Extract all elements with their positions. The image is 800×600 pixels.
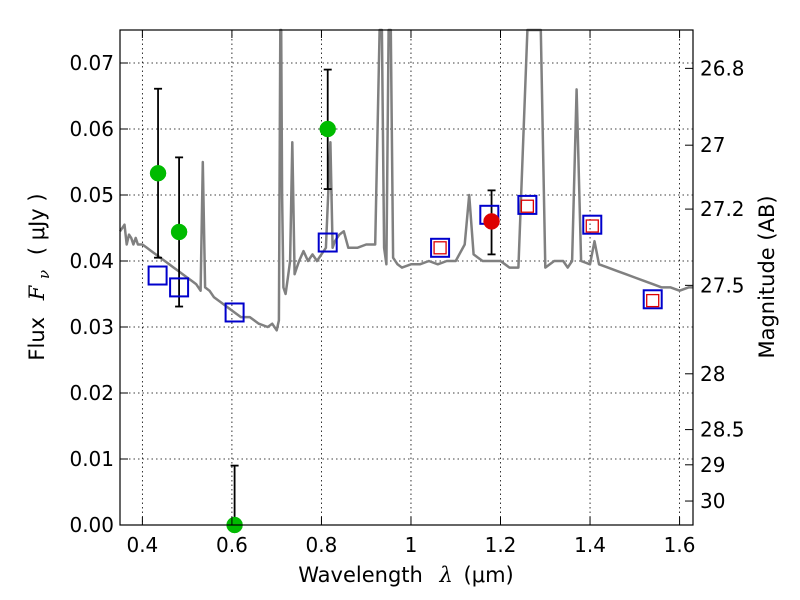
x-tick-label: 1.2 (485, 533, 517, 557)
y-tick-label: 0.01 (69, 447, 114, 471)
y-axis-label-symbol: F (25, 284, 49, 301)
y2-tick-label: 27 (700, 133, 725, 157)
y-axis-label-subscript: ν (35, 270, 53, 279)
model-point-marker (317, 232, 338, 253)
y2-tick-label: 28 (700, 362, 725, 386)
x-axis-label-unit: (μm) (464, 563, 514, 587)
y-tick-label: 0.05 (69, 183, 114, 207)
spectrum-series (118, 28, 693, 332)
y-tick-label: 0.00 (69, 513, 114, 537)
y-axis-label-text: Flux (25, 317, 49, 361)
model-point-marker (224, 302, 245, 323)
model-point-marker (582, 214, 603, 235)
error-bars (154, 68, 496, 526)
y-axis-label-unit: ( μJy ) (25, 193, 49, 255)
y2-tick-label: 28.5 (700, 418, 745, 442)
y2-axis-label: Magnitude (AB) (755, 195, 779, 358)
model-point-marker (169, 277, 190, 298)
x-axis-label: Wavelength λ (μm) (298, 563, 513, 587)
y2-tick-label: 29 (700, 453, 725, 477)
detection-point-marker (149, 164, 167, 182)
x-tick-label: 0.6 (216, 533, 248, 557)
detection-point-marker (319, 120, 336, 138)
measured-point-marker (646, 293, 660, 308)
y2-tick-label: 30 (700, 489, 725, 513)
markers (147, 120, 663, 534)
detection-point-marker (170, 223, 188, 241)
x-tick-label: 1 (405, 533, 418, 557)
detection-point-marker (483, 213, 500, 230)
model-point-marker (147, 265, 168, 286)
model-point-marker (642, 289, 663, 310)
y-tick-label: 0.07 (69, 51, 114, 75)
x-axis-label-symbol: λ (439, 563, 453, 587)
y2-tick-label: 26.8 (700, 56, 745, 80)
y2-tick-label: 27.2 (700, 197, 745, 221)
model-point-marker (430, 237, 451, 258)
y2-tick-label: 27.5 (700, 273, 745, 297)
x-tick-label: 1.4 (574, 533, 606, 557)
y-tick-label: 0.04 (69, 249, 114, 273)
measured-point-marker (520, 199, 535, 213)
y-tick-label: 0.03 (69, 315, 114, 339)
x-tick-label: 0.4 (126, 533, 158, 557)
plot-frame (119, 29, 694, 526)
measured-point-marker (585, 219, 599, 233)
spectrum-line (118, 28, 693, 332)
x-tick-label: 0.8 (306, 533, 338, 557)
x-axis-label-text: Wavelength (298, 563, 423, 587)
ticks: 0.4 0.6 0.8 1 1.2 1.4 1.6 0.00 0.01 0.02 0.03 0.04 0… (69, 30, 745, 557)
y-tick-label: 0.02 (69, 381, 114, 405)
y-axis-label: Flux F ν ( μJy ) (25, 193, 54, 360)
y-tick-label: 0.06 (69, 117, 114, 141)
measured-point-marker (433, 241, 447, 255)
x-tick-label: 1.6 (664, 533, 696, 557)
model-point-marker (517, 194, 538, 215)
